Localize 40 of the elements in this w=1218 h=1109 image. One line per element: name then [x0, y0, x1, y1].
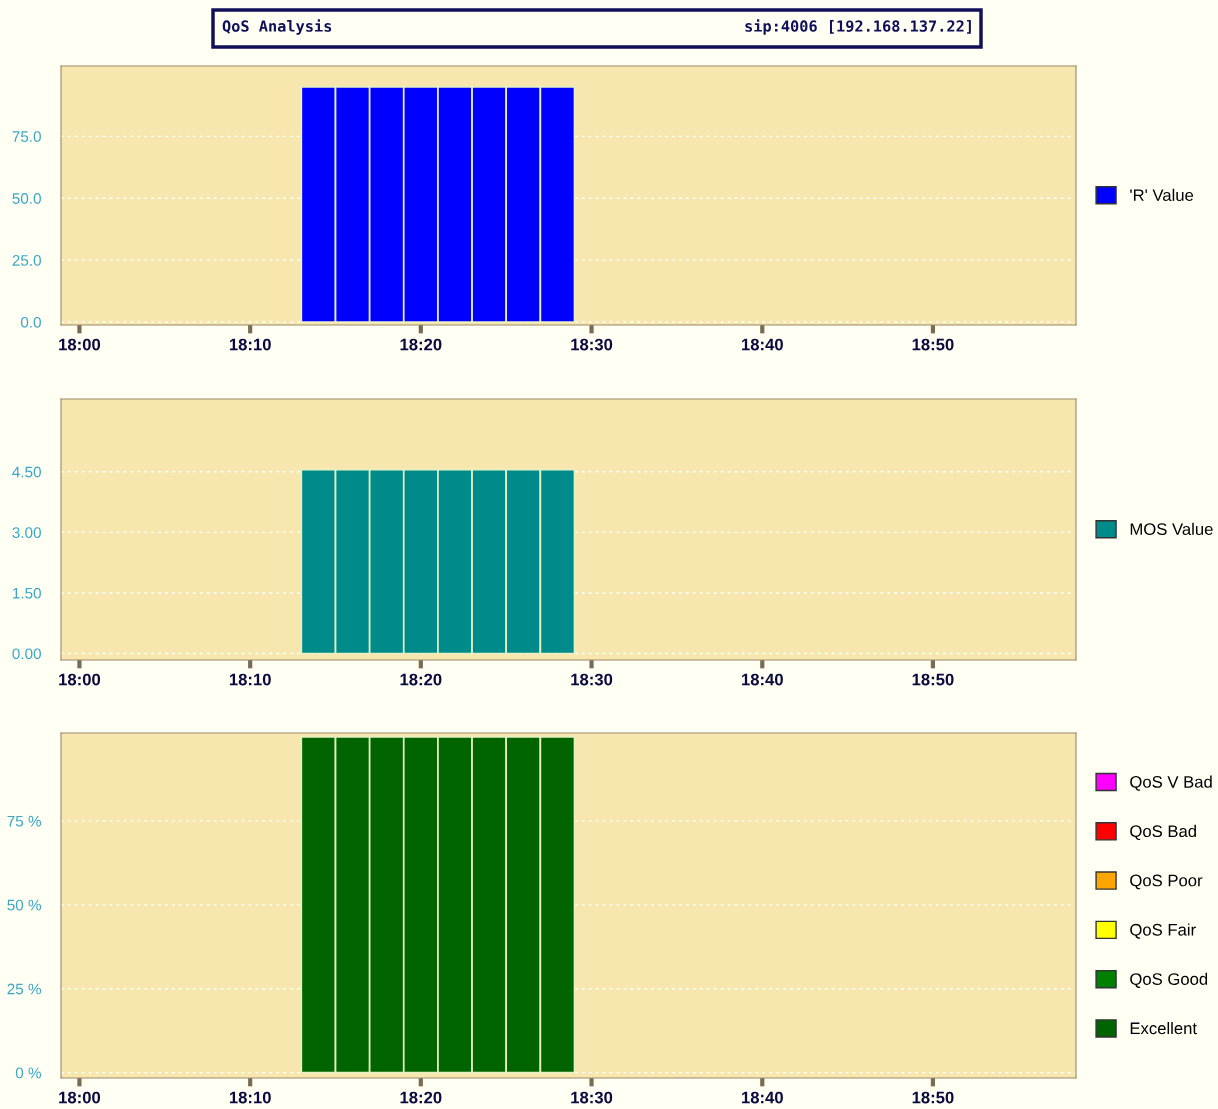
- y-tick-label: 0.00: [12, 648, 41, 660]
- y-tick-label: 0 %: [15, 1067, 42, 1079]
- y-tick-label: 1.50: [12, 587, 41, 599]
- legend-label: QoS Good: [1130, 972, 1208, 988]
- x-tick-label: 18:40: [742, 338, 783, 351]
- x-tick-label: 18:00: [59, 673, 101, 686]
- y-tick-label: 0.0: [20, 316, 41, 328]
- legend-label: QoS Poor: [1130, 874, 1203, 890]
- legend-label: QoS Fair: [1130, 923, 1196, 939]
- x-tick-label: 18:20: [400, 673, 442, 686]
- y-tick-label: 3.00: [12, 527, 41, 539]
- y-tick-label: 25.0: [12, 254, 41, 266]
- x-tick-label: 18:10: [229, 1091, 271, 1104]
- x-tick-label: 18:50: [912, 673, 954, 686]
- x-tick-label: 18:10: [229, 338, 271, 351]
- y-tick-label: 4.50: [12, 466, 41, 478]
- x-tick-label: 18:40: [742, 673, 783, 686]
- x-tick-label: 18:50: [912, 338, 954, 351]
- legend-label: MOS Value: [1130, 522, 1213, 536]
- y-tick-label: 50 %: [7, 899, 42, 911]
- x-tick-label: 18:50: [912, 1091, 954, 1104]
- y-tick-label: 75.0: [12, 131, 41, 143]
- legend-label: QoS V Bad: [1130, 775, 1212, 791]
- legend-label: QoS Bad: [1130, 824, 1196, 841]
- x-tick-label: 18:00: [59, 338, 101, 351]
- x-tick-label: 18:20: [400, 338, 442, 351]
- y-tick-label: 50.0: [12, 193, 41, 204]
- chart-title: QoS Analysis: [222, 19, 332, 35]
- legend-label: 'R' Value: [1130, 188, 1194, 202]
- x-tick-label: 18:40: [742, 1091, 783, 1104]
- x-tick-label: 18:30: [571, 338, 613, 351]
- chart-subtitle: sip:4006 [192.168.137.22]: [745, 19, 971, 35]
- x-tick-label: 18:20: [400, 1091, 442, 1104]
- y-tick-label: 25 %: [7, 983, 42, 995]
- x-tick-label: 18:30: [571, 673, 613, 686]
- y-tick-label: 75 %: [7, 815, 42, 827]
- x-tick-label: 18:00: [59, 1091, 101, 1104]
- x-tick-label: 18:30: [571, 1091, 613, 1104]
- x-tick-label: 18:10: [229, 673, 271, 686]
- legend-label: Excellent: [1130, 1022, 1197, 1035]
